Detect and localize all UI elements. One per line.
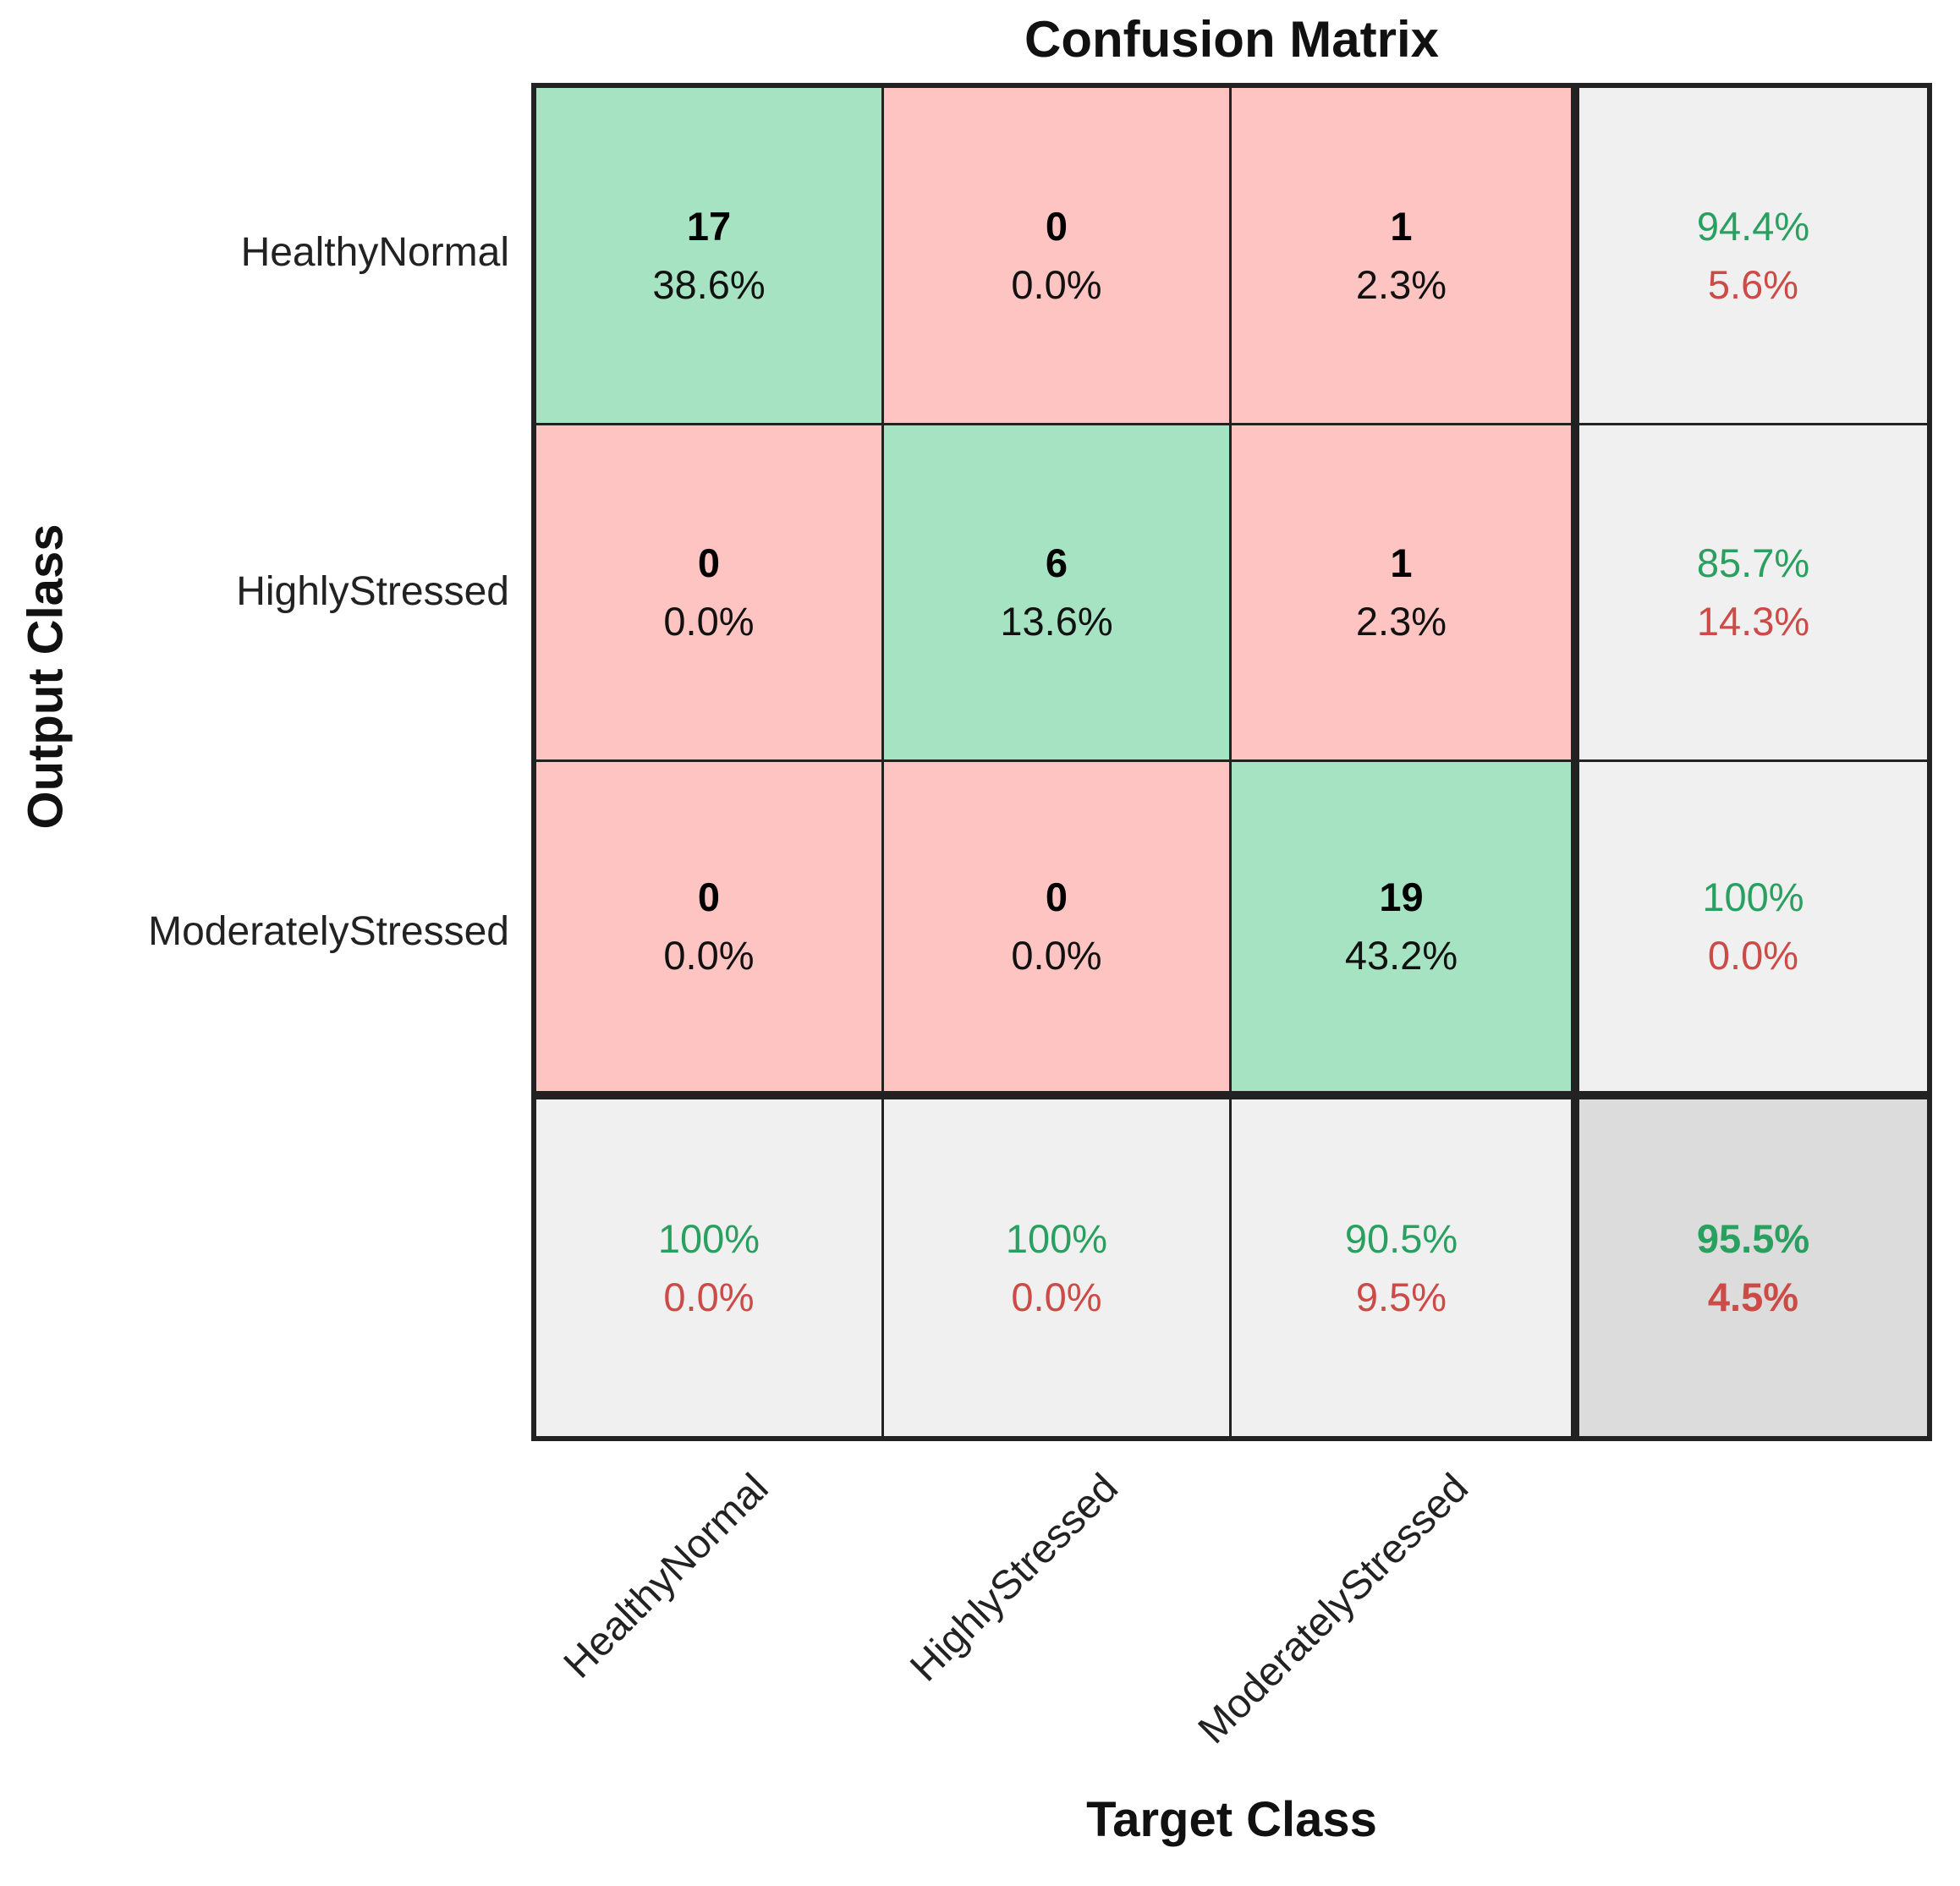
summary-good-percent: 100% bbox=[1005, 1215, 1108, 1261]
cell-percent: 43.2% bbox=[1344, 933, 1458, 979]
cell-count: 0 bbox=[697, 540, 721, 586]
summary-good-percent: 90.5% bbox=[1344, 1215, 1458, 1261]
summary-bad-percent: 14.3% bbox=[1696, 599, 1810, 644]
matrix-cell-r2c1: 0 0.0% bbox=[884, 762, 1232, 1099]
overall-accuracy-percent: 95.5% bbox=[1696, 1215, 1810, 1261]
matrix-cell-r2c0: 0 0.0% bbox=[536, 762, 884, 1099]
matrix-cell-r0c0: 17 38.6% bbox=[536, 88, 884, 425]
cell-count: 0 bbox=[1045, 203, 1068, 249]
summary-bad-percent: 0.0% bbox=[663, 1274, 755, 1319]
matrix-cell-r2c2: 19 43.2% bbox=[1232, 762, 1579, 1099]
row-label-moderatelystressed: ModeratelyStressed bbox=[148, 909, 509, 954]
row-label-healthynormal: HealthyNormal bbox=[240, 230, 509, 275]
summary-bad-percent: 0.0% bbox=[1707, 933, 1799, 979]
col-summary-c2: 90.5% 9.5% bbox=[1232, 1099, 1579, 1436]
matrix-cell-r1c0: 0 0.0% bbox=[536, 425, 884, 762]
matrix-cell-r1c2: 1 2.3% bbox=[1232, 425, 1579, 762]
cell-percent: 0.0% bbox=[1011, 933, 1102, 979]
cell-percent: 0.0% bbox=[1011, 261, 1102, 307]
summary-bad-percent: 0.0% bbox=[1011, 1274, 1102, 1319]
matrix-cell-r0c1: 0 0.0% bbox=[884, 88, 1232, 425]
summary-good-percent: 85.7% bbox=[1696, 540, 1810, 586]
total-summary-cell: 95.5% 4.5% bbox=[1579, 1099, 1927, 1436]
row-summary-r0: 94.4% 5.6% bbox=[1579, 88, 1927, 425]
cell-count: 19 bbox=[1379, 874, 1424, 920]
summary-bad-percent: 5.6% bbox=[1707, 261, 1799, 307]
summary-good-percent: 100% bbox=[1702, 874, 1804, 920]
cell-count: 6 bbox=[1045, 540, 1068, 586]
cell-count: 1 bbox=[1390, 203, 1413, 249]
chart-title: Confusion Matrix bbox=[1024, 11, 1439, 68]
cell-percent: 38.6% bbox=[652, 261, 766, 307]
summary-good-percent: 100% bbox=[657, 1215, 760, 1261]
summary-good-percent: 94.4% bbox=[1696, 203, 1810, 249]
cell-percent: 0.0% bbox=[663, 599, 755, 644]
row-summary-r1: 85.7% 14.3% bbox=[1579, 425, 1927, 762]
cell-percent: 0.0% bbox=[663, 933, 755, 979]
matrix-cell-r1c1: 6 13.6% bbox=[884, 425, 1232, 762]
matrix-grid: 17 38.6% 0 0.0% 1 2.3% 94.4% 5.6% 0 0.0%… bbox=[531, 83, 1932, 1441]
cell-percent: 2.3% bbox=[1355, 261, 1447, 307]
cell-count: 1 bbox=[1390, 540, 1413, 586]
col-label-moderatelystressed: ModeratelyStressed bbox=[1189, 1465, 1478, 1753]
x-axis-label: Target Class bbox=[1086, 1792, 1377, 1847]
cell-count: 17 bbox=[686, 203, 732, 249]
col-summary-c1: 100% 0.0% bbox=[884, 1099, 1232, 1436]
cell-count: 0 bbox=[697, 874, 721, 920]
row-label-highlystressed: HighlyStressed bbox=[236, 569, 509, 614]
summary-bad-percent: 9.5% bbox=[1355, 1274, 1447, 1319]
cell-percent: 13.6% bbox=[1000, 599, 1113, 644]
col-label-healthynormal: HealthyNormal bbox=[555, 1465, 777, 1687]
cell-count: 0 bbox=[1045, 874, 1068, 920]
cell-percent: 2.3% bbox=[1355, 599, 1447, 644]
col-label-highlystressed: HighlyStressed bbox=[902, 1465, 1128, 1691]
row-summary-r2: 100% 0.0% bbox=[1579, 762, 1927, 1099]
overall-error-percent: 4.5% bbox=[1707, 1274, 1799, 1319]
col-summary-c0: 100% 0.0% bbox=[536, 1099, 884, 1436]
matrix-cell-r0c2: 1 2.3% bbox=[1232, 88, 1579, 425]
